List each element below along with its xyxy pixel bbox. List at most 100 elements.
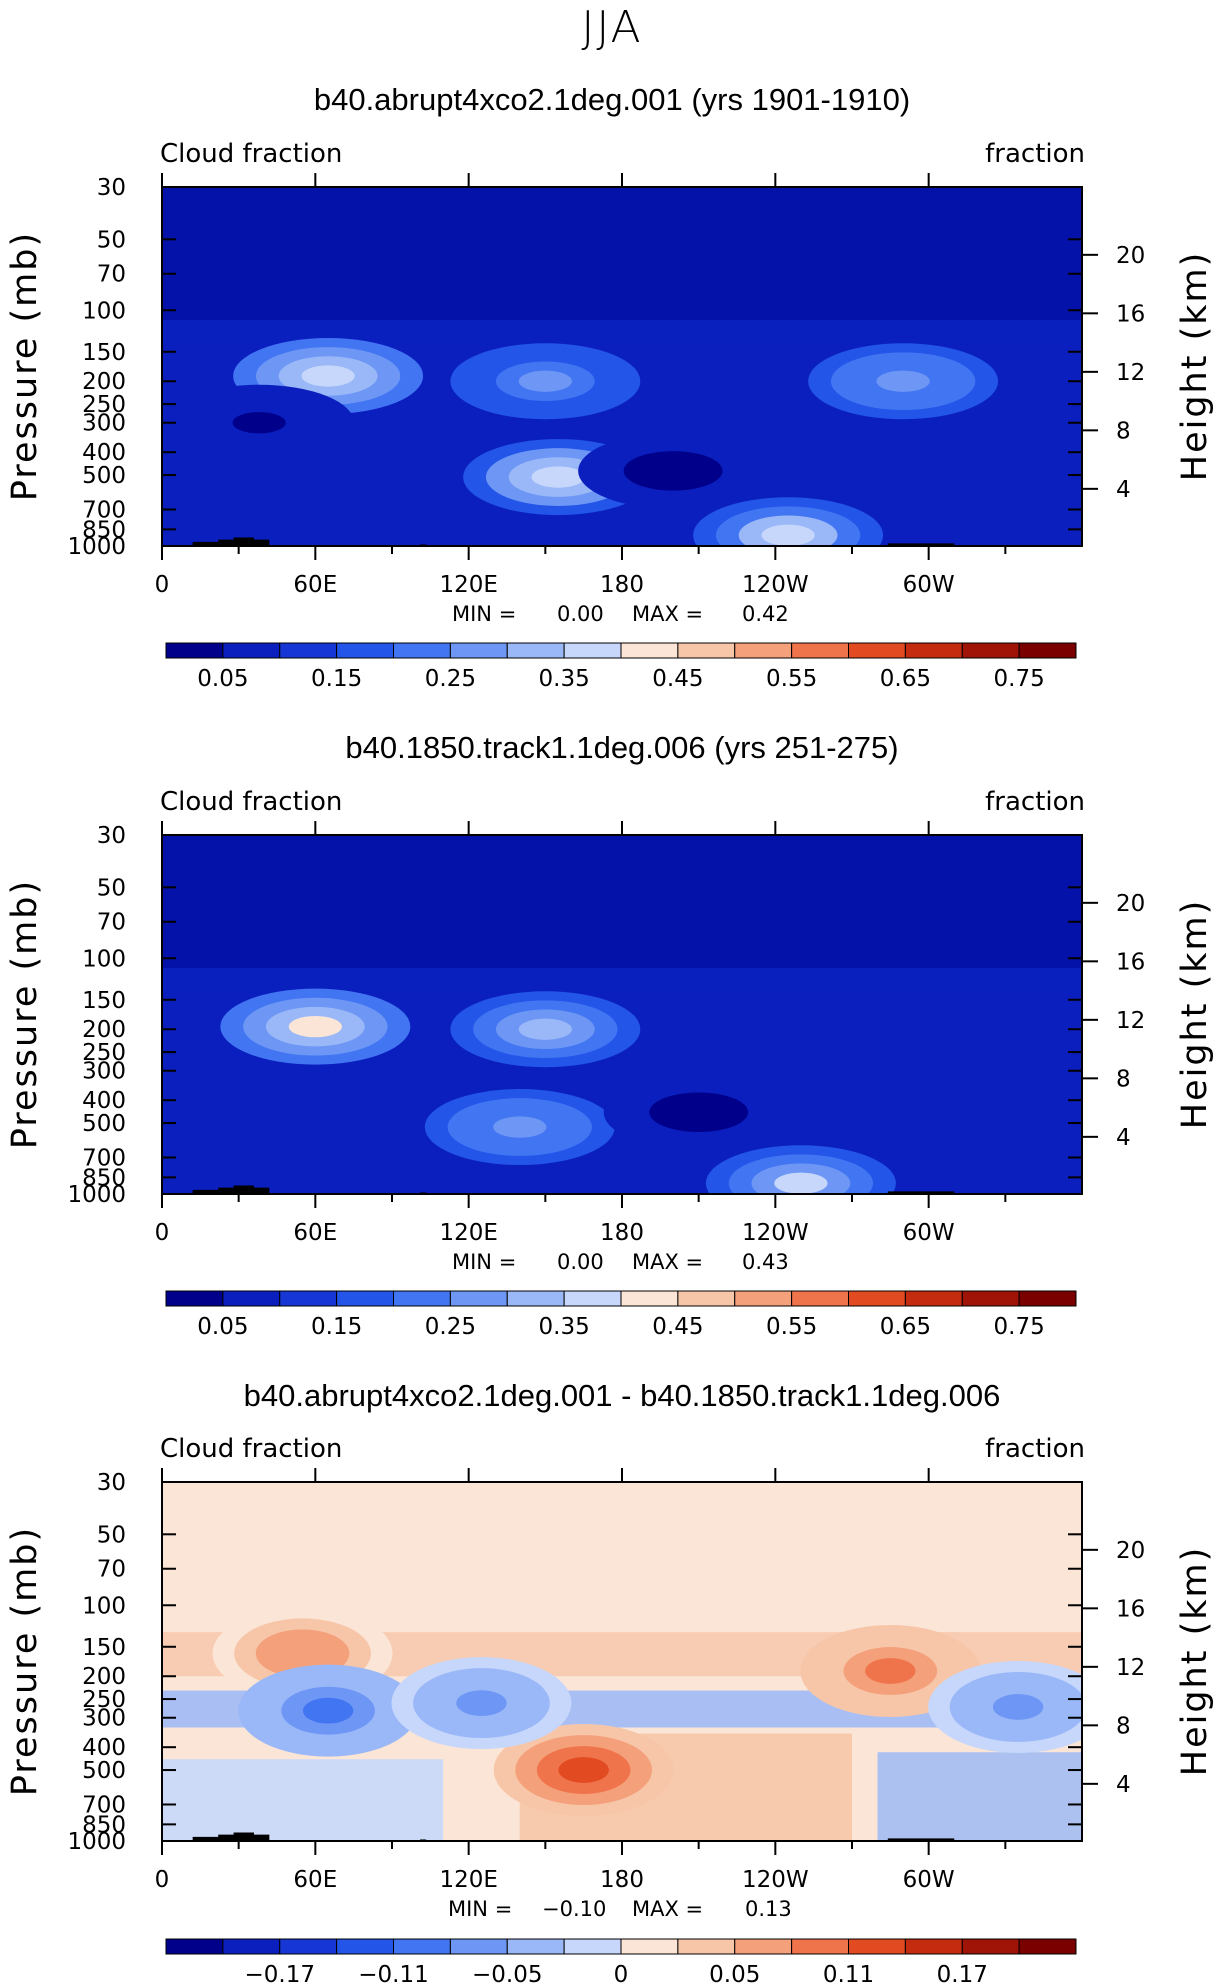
y-tick-label: 30	[97, 175, 126, 201]
colorbar-label: 0.15	[311, 1314, 362, 1340]
contour-band	[558, 1757, 609, 1783]
panel-difference: b40.abrupt4xco2.1deg.001 - b40.1850.trac…	[5, 1378, 1215, 1986]
contour-band	[774, 1172, 828, 1194]
y-tick-label: 400	[82, 1735, 126, 1761]
left-label: Cloud fraction	[160, 139, 342, 169]
field-feature	[603, 1074, 794, 1151]
y-tick-label: 30	[97, 823, 126, 849]
colorbar-label: 0.45	[652, 666, 703, 692]
colorbar-swatch	[165, 1290, 224, 1307]
colorbar-swatch	[222, 1938, 281, 1955]
colorbar-swatch	[222, 642, 281, 659]
y-tick-label: 100	[82, 1593, 126, 1619]
height-axis-label: Height (km)	[1175, 1546, 1215, 1777]
colorbar-swatch	[393, 1938, 451, 1955]
height-tick-label: 4	[1116, 1125, 1131, 1151]
y-tick-label: 70	[97, 262, 126, 288]
colorbar-swatch	[848, 1938, 906, 1955]
topography-americas	[887, 543, 955, 546]
height-tick-label: 4	[1116, 1772, 1131, 1798]
contour-band	[301, 365, 355, 387]
colorbar-label: 0.15	[311, 666, 362, 692]
upper-transition-layer	[162, 835, 1082, 993]
max-label: MAX =	[632, 1250, 703, 1274]
x-tick-label: 180	[600, 1867, 644, 1893]
colorbar-swatch	[848, 1290, 906, 1307]
colorbar-swatch	[279, 1938, 338, 1955]
colorbar-swatch	[393, 1290, 451, 1307]
colorbar-swatch	[449, 1938, 508, 1955]
right-label: fraction	[985, 787, 1085, 817]
x-tick-label: 0	[155, 1867, 170, 1893]
field-feature	[693, 497, 884, 546]
x-tick-label: 60W	[903, 1867, 955, 1893]
height-tick-label: 12	[1116, 360, 1145, 386]
colorbar-swatch	[506, 1290, 565, 1307]
colorbar-label: −0.05	[472, 1962, 542, 1986]
y-tick-label: 500	[82, 1111, 126, 1137]
x-tick-label: 0	[155, 572, 170, 598]
height-tick-label: 8	[1116, 1066, 1131, 1092]
y-tick-label: 400	[82, 1088, 126, 1114]
y-tick-label: 700	[82, 1792, 126, 1818]
colorbar-swatch	[904, 1290, 963, 1307]
height-axis-label: Height (km)	[1175, 251, 1215, 482]
y-tick-label: 400	[82, 440, 126, 466]
colorbar-swatch	[506, 642, 565, 659]
right-label: fraction	[985, 1434, 1085, 1464]
max-label: MAX =	[632, 602, 703, 626]
y-tick-label: 70	[97, 1557, 126, 1583]
field-feature	[705, 1145, 896, 1194]
y-tick-label: 500	[82, 463, 126, 489]
x-tick-label: 180	[600, 572, 644, 598]
height-tick-label: 12	[1116, 1008, 1145, 1034]
colorbar-swatch	[165, 642, 224, 659]
y-tick-label: 700	[82, 497, 126, 523]
cloud-fraction-field	[162, 835, 1082, 1194]
x-tick-label: 60W	[903, 572, 955, 598]
contour-band	[761, 524, 815, 546]
topography-americas	[887, 1838, 955, 1841]
y-tick-label: 700	[82, 1145, 126, 1171]
y-tick-label: 300	[82, 1706, 126, 1732]
panel-title: b40.1850.track1.1deg.006 (yrs 251-275)	[345, 730, 898, 765]
colorbar-swatch	[848, 642, 906, 659]
y-tick-label: 250	[82, 392, 126, 418]
max-value: 0.13	[745, 1897, 792, 1921]
field-feature	[808, 343, 999, 420]
y-tick-label: 50	[97, 227, 126, 253]
y-tick-label: 850	[82, 1165, 126, 1191]
height-tick-label: 20	[1116, 1538, 1145, 1564]
y-tick-label: 150	[82, 988, 126, 1014]
colorbar-label: 0	[614, 1962, 629, 1986]
y-tick-label: 250	[82, 1040, 126, 1066]
contour-band	[672, 1101, 726, 1123]
colorbar-label: 0.05	[197, 666, 248, 692]
colorbar-label: 0.65	[880, 666, 931, 692]
y-tick-label: 50	[97, 1522, 126, 1548]
colorbar-swatch	[904, 1938, 963, 1955]
panel-1850-control: b40.1850.track1.1deg.006 (yrs 251-275) C…	[5, 730, 1215, 1340]
contour-band	[992, 1694, 1044, 1720]
x-tick-label: 60W	[903, 1220, 955, 1246]
panel-title: b40.abrupt4xco2.1deg.001 - b40.1850.trac…	[244, 1378, 1001, 1413]
colorbar-swatch	[904, 642, 963, 659]
y-tick-label: 200	[82, 369, 126, 395]
colorbar-swatch	[449, 1290, 508, 1307]
contour-band	[865, 1658, 916, 1684]
colorbar-swatch	[279, 642, 338, 659]
colorbar-label: 0.75	[994, 1314, 1045, 1340]
colorbar-swatch	[961, 1290, 1020, 1307]
colorbar-swatch	[222, 1290, 281, 1307]
contour-band	[288, 1015, 342, 1038]
topography-africa-asia	[192, 1185, 270, 1194]
colorbar-swatch	[393, 642, 451, 659]
colorbar-swatch	[734, 1938, 793, 1955]
contour-band	[277, 1640, 328, 1667]
colorbar-label: 0.55	[766, 666, 817, 692]
height-tick-label: 8	[1116, 418, 1131, 444]
height-tick-label: 4	[1116, 477, 1131, 503]
min-label: MIN =	[452, 1250, 516, 1274]
colorbar-swatch	[677, 1290, 736, 1307]
colorbar: 0.05 0.15 0.25 0.35 0.45 0.55 0.65 0.75	[165, 642, 1077, 692]
